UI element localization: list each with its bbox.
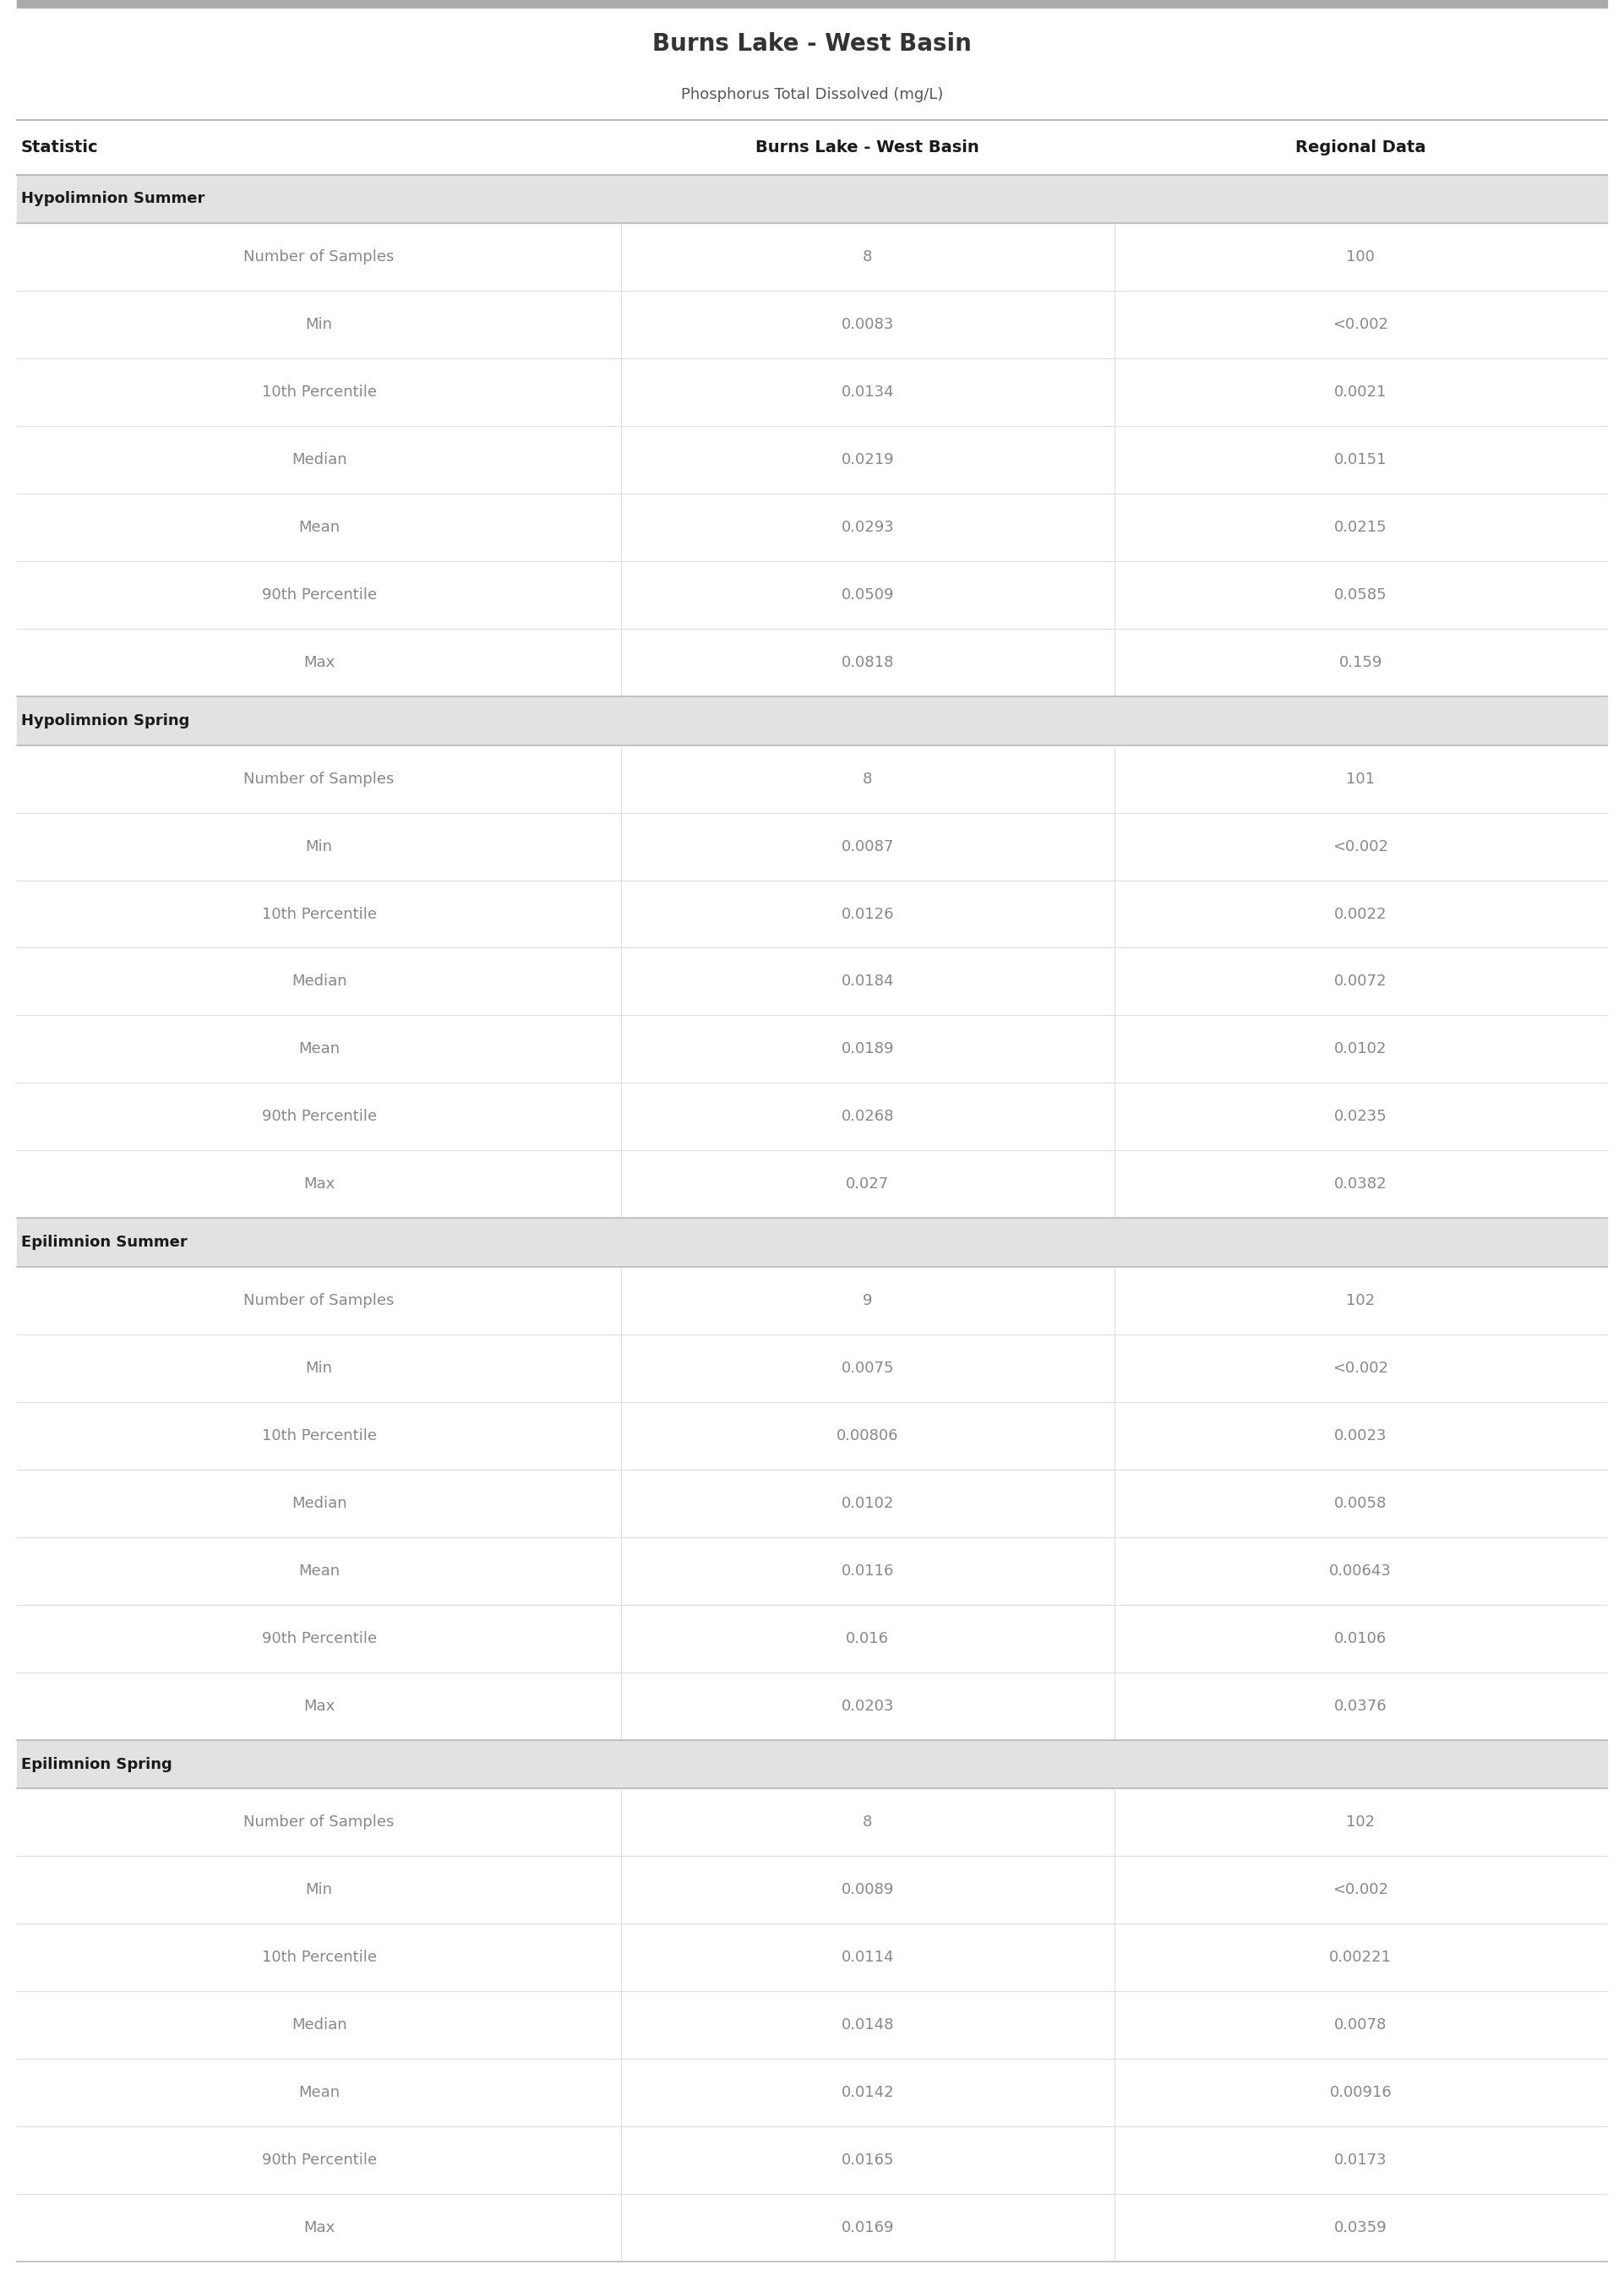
- Text: 0.0114: 0.0114: [841, 1950, 895, 1966]
- Text: Mean: Mean: [299, 1564, 339, 1578]
- Text: Burns Lake - West Basin: Burns Lake - West Basin: [653, 32, 971, 54]
- Bar: [16, 1219, 1608, 1267]
- Text: Regional Data: Regional Data: [1296, 138, 1426, 154]
- Text: 0.0022: 0.0022: [1335, 906, 1387, 922]
- Text: Number of Samples: Number of Samples: [244, 250, 395, 266]
- Text: Number of Samples: Number of Samples: [244, 1294, 395, 1308]
- Text: 90th Percentile: 90th Percentile: [261, 588, 377, 602]
- Text: 0.0189: 0.0189: [841, 1042, 895, 1058]
- Text: 0.0184: 0.0184: [841, 974, 895, 990]
- Text: 0.00221: 0.00221: [1330, 1950, 1392, 1966]
- Text: Mean: Mean: [299, 520, 339, 536]
- Text: 90th Percentile: 90th Percentile: [261, 2152, 377, 2168]
- Text: <0.002: <0.002: [1333, 318, 1389, 331]
- Text: Phosphorus Total Dissolved (mg/L): Phosphorus Total Dissolved (mg/L): [680, 86, 944, 102]
- Text: Epilimnion Summer: Epilimnion Summer: [21, 1235, 187, 1251]
- Text: 0.00916: 0.00916: [1330, 2086, 1392, 2100]
- Text: 0.0268: 0.0268: [841, 1110, 895, 1124]
- Text: Median: Median: [291, 1496, 348, 1512]
- Text: 0.0102: 0.0102: [1335, 1042, 1387, 1058]
- Text: Max: Max: [304, 656, 335, 670]
- Text: Median: Median: [291, 2018, 348, 2032]
- Text: 0.016: 0.016: [846, 1630, 890, 1646]
- Text: 0.0078: 0.0078: [1335, 2018, 1387, 2032]
- Text: 102: 102: [1346, 1294, 1376, 1308]
- Bar: [16, 697, 1608, 745]
- Text: Number of Samples: Number of Samples: [244, 1814, 395, 1830]
- Text: 0.0087: 0.0087: [841, 840, 893, 854]
- Bar: [16, 1739, 1608, 1789]
- Text: Min: Min: [305, 1882, 333, 1898]
- Text: Max: Max: [304, 1176, 335, 1192]
- Text: Number of Samples: Number of Samples: [244, 772, 395, 785]
- Text: 8: 8: [862, 250, 872, 266]
- Text: 0.027: 0.027: [846, 1176, 890, 1192]
- Text: 0.159: 0.159: [1338, 656, 1382, 670]
- Text: Median: Median: [291, 974, 348, 990]
- Text: 0.0116: 0.0116: [841, 1564, 893, 1578]
- Text: 10th Percentile: 10th Percentile: [261, 1428, 377, 1444]
- Text: 0.0021: 0.0021: [1335, 384, 1387, 400]
- Text: Statistic: Statistic: [21, 138, 99, 154]
- Text: 0.0818: 0.0818: [841, 656, 893, 670]
- Text: 0.0382: 0.0382: [1335, 1176, 1387, 1192]
- Text: Burns Lake - West Basin: Burns Lake - West Basin: [755, 138, 979, 154]
- Text: 8: 8: [862, 1814, 872, 1830]
- Text: Mean: Mean: [299, 1042, 339, 1058]
- Text: 0.0142: 0.0142: [841, 2086, 895, 2100]
- Text: 90th Percentile: 90th Percentile: [261, 1110, 377, 1124]
- Text: 0.0072: 0.0072: [1335, 974, 1387, 990]
- Text: 0.0083: 0.0083: [841, 318, 893, 331]
- Text: 10th Percentile: 10th Percentile: [261, 1950, 377, 1966]
- Text: 0.0134: 0.0134: [841, 384, 895, 400]
- Text: 0.0023: 0.0023: [1335, 1428, 1387, 1444]
- Text: <0.002: <0.002: [1333, 840, 1389, 854]
- Text: Min: Min: [305, 318, 333, 331]
- Text: 0.0203: 0.0203: [841, 1698, 895, 1714]
- Text: 0.0165: 0.0165: [841, 2152, 895, 2168]
- Bar: [16, 175, 1608, 222]
- Text: Min: Min: [305, 840, 333, 854]
- Text: 0.0509: 0.0509: [841, 588, 895, 602]
- Text: Max: Max: [304, 2220, 335, 2236]
- Text: 9: 9: [862, 1294, 872, 1308]
- Text: 10th Percentile: 10th Percentile: [261, 906, 377, 922]
- Text: 0.0219: 0.0219: [841, 452, 895, 468]
- Bar: [16, 0, 1608, 7]
- Text: Min: Min: [305, 1360, 333, 1376]
- Text: 0.0151: 0.0151: [1335, 452, 1387, 468]
- Text: 0.0376: 0.0376: [1335, 1698, 1387, 1714]
- Text: 90th Percentile: 90th Percentile: [261, 1630, 377, 1646]
- Text: 8: 8: [862, 772, 872, 785]
- Text: Hypolimnion Summer: Hypolimnion Summer: [21, 191, 205, 207]
- Text: 0.00643: 0.00643: [1330, 1564, 1392, 1578]
- Text: Mean: Mean: [299, 2086, 339, 2100]
- Text: 0.0106: 0.0106: [1335, 1630, 1387, 1646]
- Text: 0.0102: 0.0102: [841, 1496, 893, 1512]
- Text: Hypolimnion Spring: Hypolimnion Spring: [21, 713, 190, 729]
- Text: 101: 101: [1346, 772, 1376, 785]
- Text: Median: Median: [291, 452, 348, 468]
- Text: 0.0215: 0.0215: [1335, 520, 1387, 536]
- Text: Epilimnion Spring: Epilimnion Spring: [21, 1757, 172, 1773]
- Text: 102: 102: [1346, 1814, 1376, 1830]
- Text: 0.00806: 0.00806: [836, 1428, 898, 1444]
- Text: 0.0089: 0.0089: [841, 1882, 893, 1898]
- Text: 0.0148: 0.0148: [841, 2018, 895, 2032]
- Text: 0.0075: 0.0075: [841, 1360, 895, 1376]
- Text: 0.0359: 0.0359: [1333, 2220, 1387, 2236]
- Text: Max: Max: [304, 1698, 335, 1714]
- Text: <0.002: <0.002: [1333, 1882, 1389, 1898]
- Text: 0.0173: 0.0173: [1335, 2152, 1387, 2168]
- Text: 100: 100: [1346, 250, 1376, 266]
- Text: 0.0126: 0.0126: [841, 906, 895, 922]
- Text: 0.0169: 0.0169: [841, 2220, 895, 2236]
- Text: 0.0585: 0.0585: [1335, 588, 1387, 602]
- Text: 0.0235: 0.0235: [1333, 1110, 1387, 1124]
- Text: <0.002: <0.002: [1333, 1360, 1389, 1376]
- Text: 0.0293: 0.0293: [841, 520, 895, 536]
- Text: 0.0058: 0.0058: [1335, 1496, 1387, 1512]
- Text: 10th Percentile: 10th Percentile: [261, 384, 377, 400]
